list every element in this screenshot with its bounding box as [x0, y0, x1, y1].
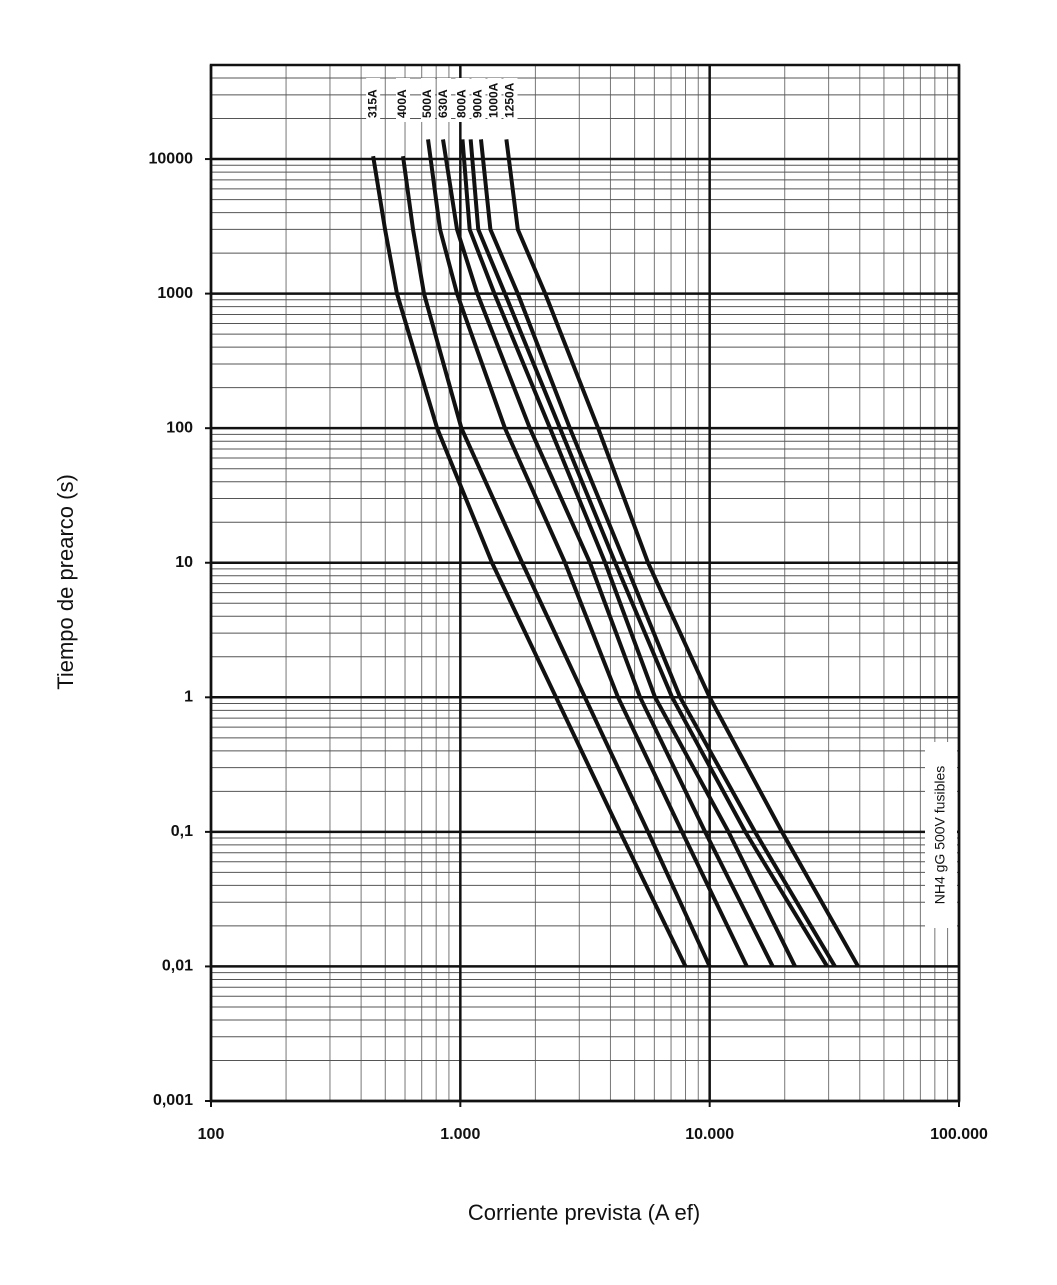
curve [468, 139, 829, 968]
series-label: 315A [365, 89, 379, 118]
x-tick-label: 100 [198, 1126, 225, 1143]
y-tick-label: 1 [184, 689, 193, 706]
curve [504, 139, 860, 968]
series-label: 630A [436, 89, 450, 118]
y-tick-label: 100 [166, 419, 193, 436]
series-label-bg [503, 78, 518, 122]
series-label: 400A [395, 89, 409, 118]
y-tick-label: 0,001 [153, 1092, 193, 1109]
series-label-bg [487, 78, 502, 122]
series-label: 1000A [487, 82, 501, 118]
y-tick-label: 10 [175, 554, 193, 571]
series-label: 1250A [503, 82, 517, 118]
curve [478, 139, 837, 968]
curve [371, 155, 688, 968]
y-axis-title: Tiempo de prearco (s) [53, 474, 78, 690]
y-tick-label: 1000 [157, 285, 193, 302]
y-tick-label: 0,1 [171, 823, 193, 840]
plot-frame [209, 63, 961, 1103]
y-tick-label: 0,01 [162, 958, 193, 975]
x-axis-title: Corriente prevista (A ef) [468, 1200, 700, 1225]
x-tick-label: 10.000 [685, 1126, 734, 1143]
annotation-box [925, 742, 957, 928]
curve [401, 155, 712, 968]
series-label-bg [437, 78, 452, 122]
curve [460, 139, 797, 968]
y-tick-label: 10000 [149, 150, 194, 167]
series-label-bg [421, 78, 436, 122]
x-tick-label: 100.000 [930, 1126, 988, 1143]
annotation: NH4 gG 500V fusibles [932, 766, 948, 905]
series-label: 500A [420, 89, 434, 118]
x-tick-label: 1.000 [440, 1126, 480, 1143]
series-label: 900A [471, 89, 485, 118]
series-label-bg [455, 78, 470, 122]
curve [441, 139, 775, 968]
series-label-bg [471, 78, 486, 122]
curve [426, 139, 749, 968]
series-label-bg [396, 78, 411, 122]
series-label: 800A [455, 89, 469, 118]
series-label-bg [366, 78, 381, 122]
